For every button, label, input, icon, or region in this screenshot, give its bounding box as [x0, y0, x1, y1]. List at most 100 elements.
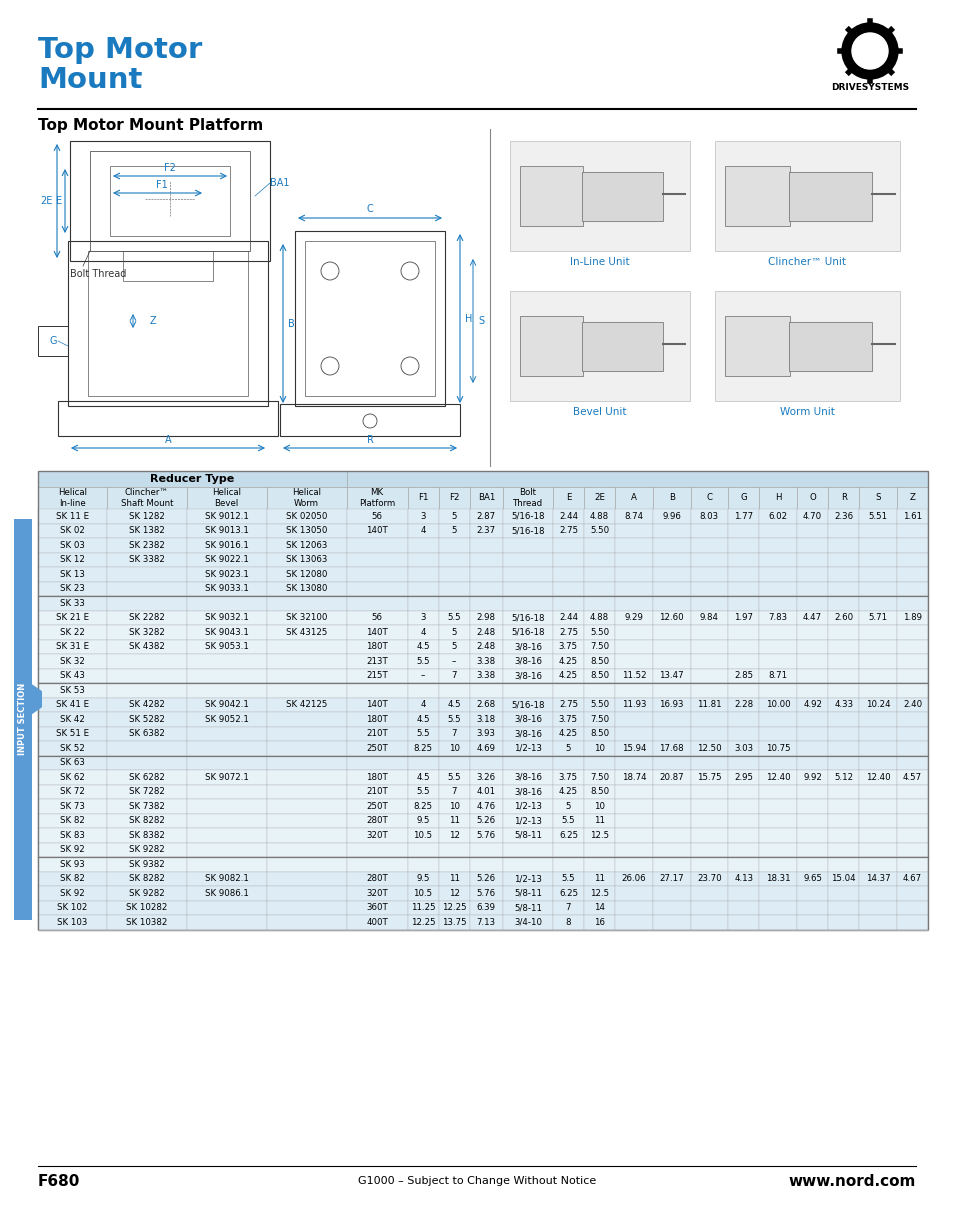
Bar — [438, 901, 469, 915]
Bar — [469, 726, 502, 741]
Bar — [107, 487, 187, 509]
Bar — [187, 842, 266, 857]
Bar — [502, 785, 553, 799]
Text: SK 52: SK 52 — [60, 744, 85, 753]
Text: 180T: 180T — [366, 773, 388, 781]
Text: Helical
In-line: Helical In-line — [58, 488, 87, 508]
Bar — [896, 567, 927, 581]
Bar — [438, 828, 469, 842]
Text: R: R — [366, 435, 373, 444]
Bar — [407, 770, 438, 785]
Bar — [266, 770, 346, 785]
Bar — [346, 669, 407, 683]
Bar — [615, 828, 652, 842]
Text: 400T: 400T — [366, 918, 388, 927]
Bar — [615, 610, 652, 625]
Text: Bevel Unit: Bevel Unit — [573, 407, 626, 418]
Bar — [187, 487, 266, 509]
Text: 4.5: 4.5 — [416, 773, 430, 781]
Bar — [187, 726, 266, 741]
Bar — [827, 697, 859, 712]
Text: 3.93: 3.93 — [476, 729, 496, 739]
Bar — [438, 552, 469, 567]
Text: SK 1282: SK 1282 — [129, 512, 165, 520]
Text: 210T: 210T — [366, 788, 388, 796]
Bar — [896, 813, 927, 828]
Bar — [652, 538, 690, 552]
Bar — [896, 581, 927, 596]
Bar — [438, 538, 469, 552]
Text: 10.75: 10.75 — [765, 744, 790, 753]
Bar — [759, 915, 796, 929]
Bar — [896, 915, 927, 929]
Text: 16.93: 16.93 — [659, 701, 683, 709]
Bar — [469, 581, 502, 596]
Text: 12.5: 12.5 — [589, 889, 608, 897]
Bar — [859, 785, 896, 799]
Bar — [652, 813, 690, 828]
Bar — [553, 915, 583, 929]
Bar — [859, 640, 896, 654]
Bar — [827, 842, 859, 857]
Bar — [652, 487, 690, 509]
Text: SK 9282: SK 9282 — [129, 889, 165, 897]
Bar — [690, 712, 727, 726]
Bar — [438, 509, 469, 524]
Text: SK 9382: SK 9382 — [129, 860, 165, 869]
Text: 1.89: 1.89 — [902, 613, 921, 623]
Bar — [896, 538, 927, 552]
Bar — [553, 509, 583, 524]
Text: SK 32100: SK 32100 — [286, 613, 327, 623]
Text: 3/8-16: 3/8-16 — [514, 788, 541, 796]
Bar — [469, 799, 502, 813]
Bar — [187, 567, 266, 581]
Bar — [652, 828, 690, 842]
Bar — [690, 625, 727, 640]
Text: G1000 – Subject to Change Without Notice: G1000 – Subject to Change Without Notice — [357, 1176, 596, 1186]
Text: 2.75: 2.75 — [558, 526, 578, 535]
Bar — [615, 770, 652, 785]
Bar — [110, 166, 230, 236]
Bar — [68, 241, 268, 407]
Bar — [107, 799, 187, 813]
Bar — [38, 567, 107, 581]
Bar — [759, 726, 796, 741]
Bar — [583, 654, 615, 669]
Bar — [583, 567, 615, 581]
Bar — [187, 712, 266, 726]
Bar — [502, 857, 553, 872]
Text: 3.75: 3.75 — [558, 714, 578, 724]
Bar — [14, 519, 32, 919]
Bar — [438, 581, 469, 596]
Text: NORD: NORD — [851, 44, 887, 54]
Bar — [502, 654, 553, 669]
Text: SK 63: SK 63 — [60, 758, 85, 767]
Text: SK 23: SK 23 — [60, 585, 85, 593]
Bar — [553, 640, 583, 654]
Text: SK 92: SK 92 — [60, 845, 85, 855]
Bar — [652, 712, 690, 726]
Bar — [583, 813, 615, 828]
Bar — [346, 625, 407, 640]
Text: 11.81: 11.81 — [697, 701, 720, 709]
Bar — [187, 697, 266, 712]
Bar — [859, 552, 896, 567]
Bar — [266, 741, 346, 756]
Bar — [266, 654, 346, 669]
Text: SK 6382: SK 6382 — [129, 729, 165, 739]
Bar — [346, 901, 407, 915]
Bar — [107, 567, 187, 581]
Bar — [266, 726, 346, 741]
Bar — [727, 785, 759, 799]
Bar — [438, 697, 469, 712]
Text: 1/2-13: 1/2-13 — [514, 817, 541, 825]
Text: A: A — [630, 493, 637, 503]
Bar — [896, 552, 927, 567]
Text: 14.37: 14.37 — [864, 874, 889, 883]
Text: 10.5: 10.5 — [413, 889, 432, 897]
Bar — [346, 640, 407, 654]
Text: 9.65: 9.65 — [802, 874, 821, 883]
Bar — [759, 509, 796, 524]
Bar — [859, 756, 896, 770]
Bar — [583, 886, 615, 901]
